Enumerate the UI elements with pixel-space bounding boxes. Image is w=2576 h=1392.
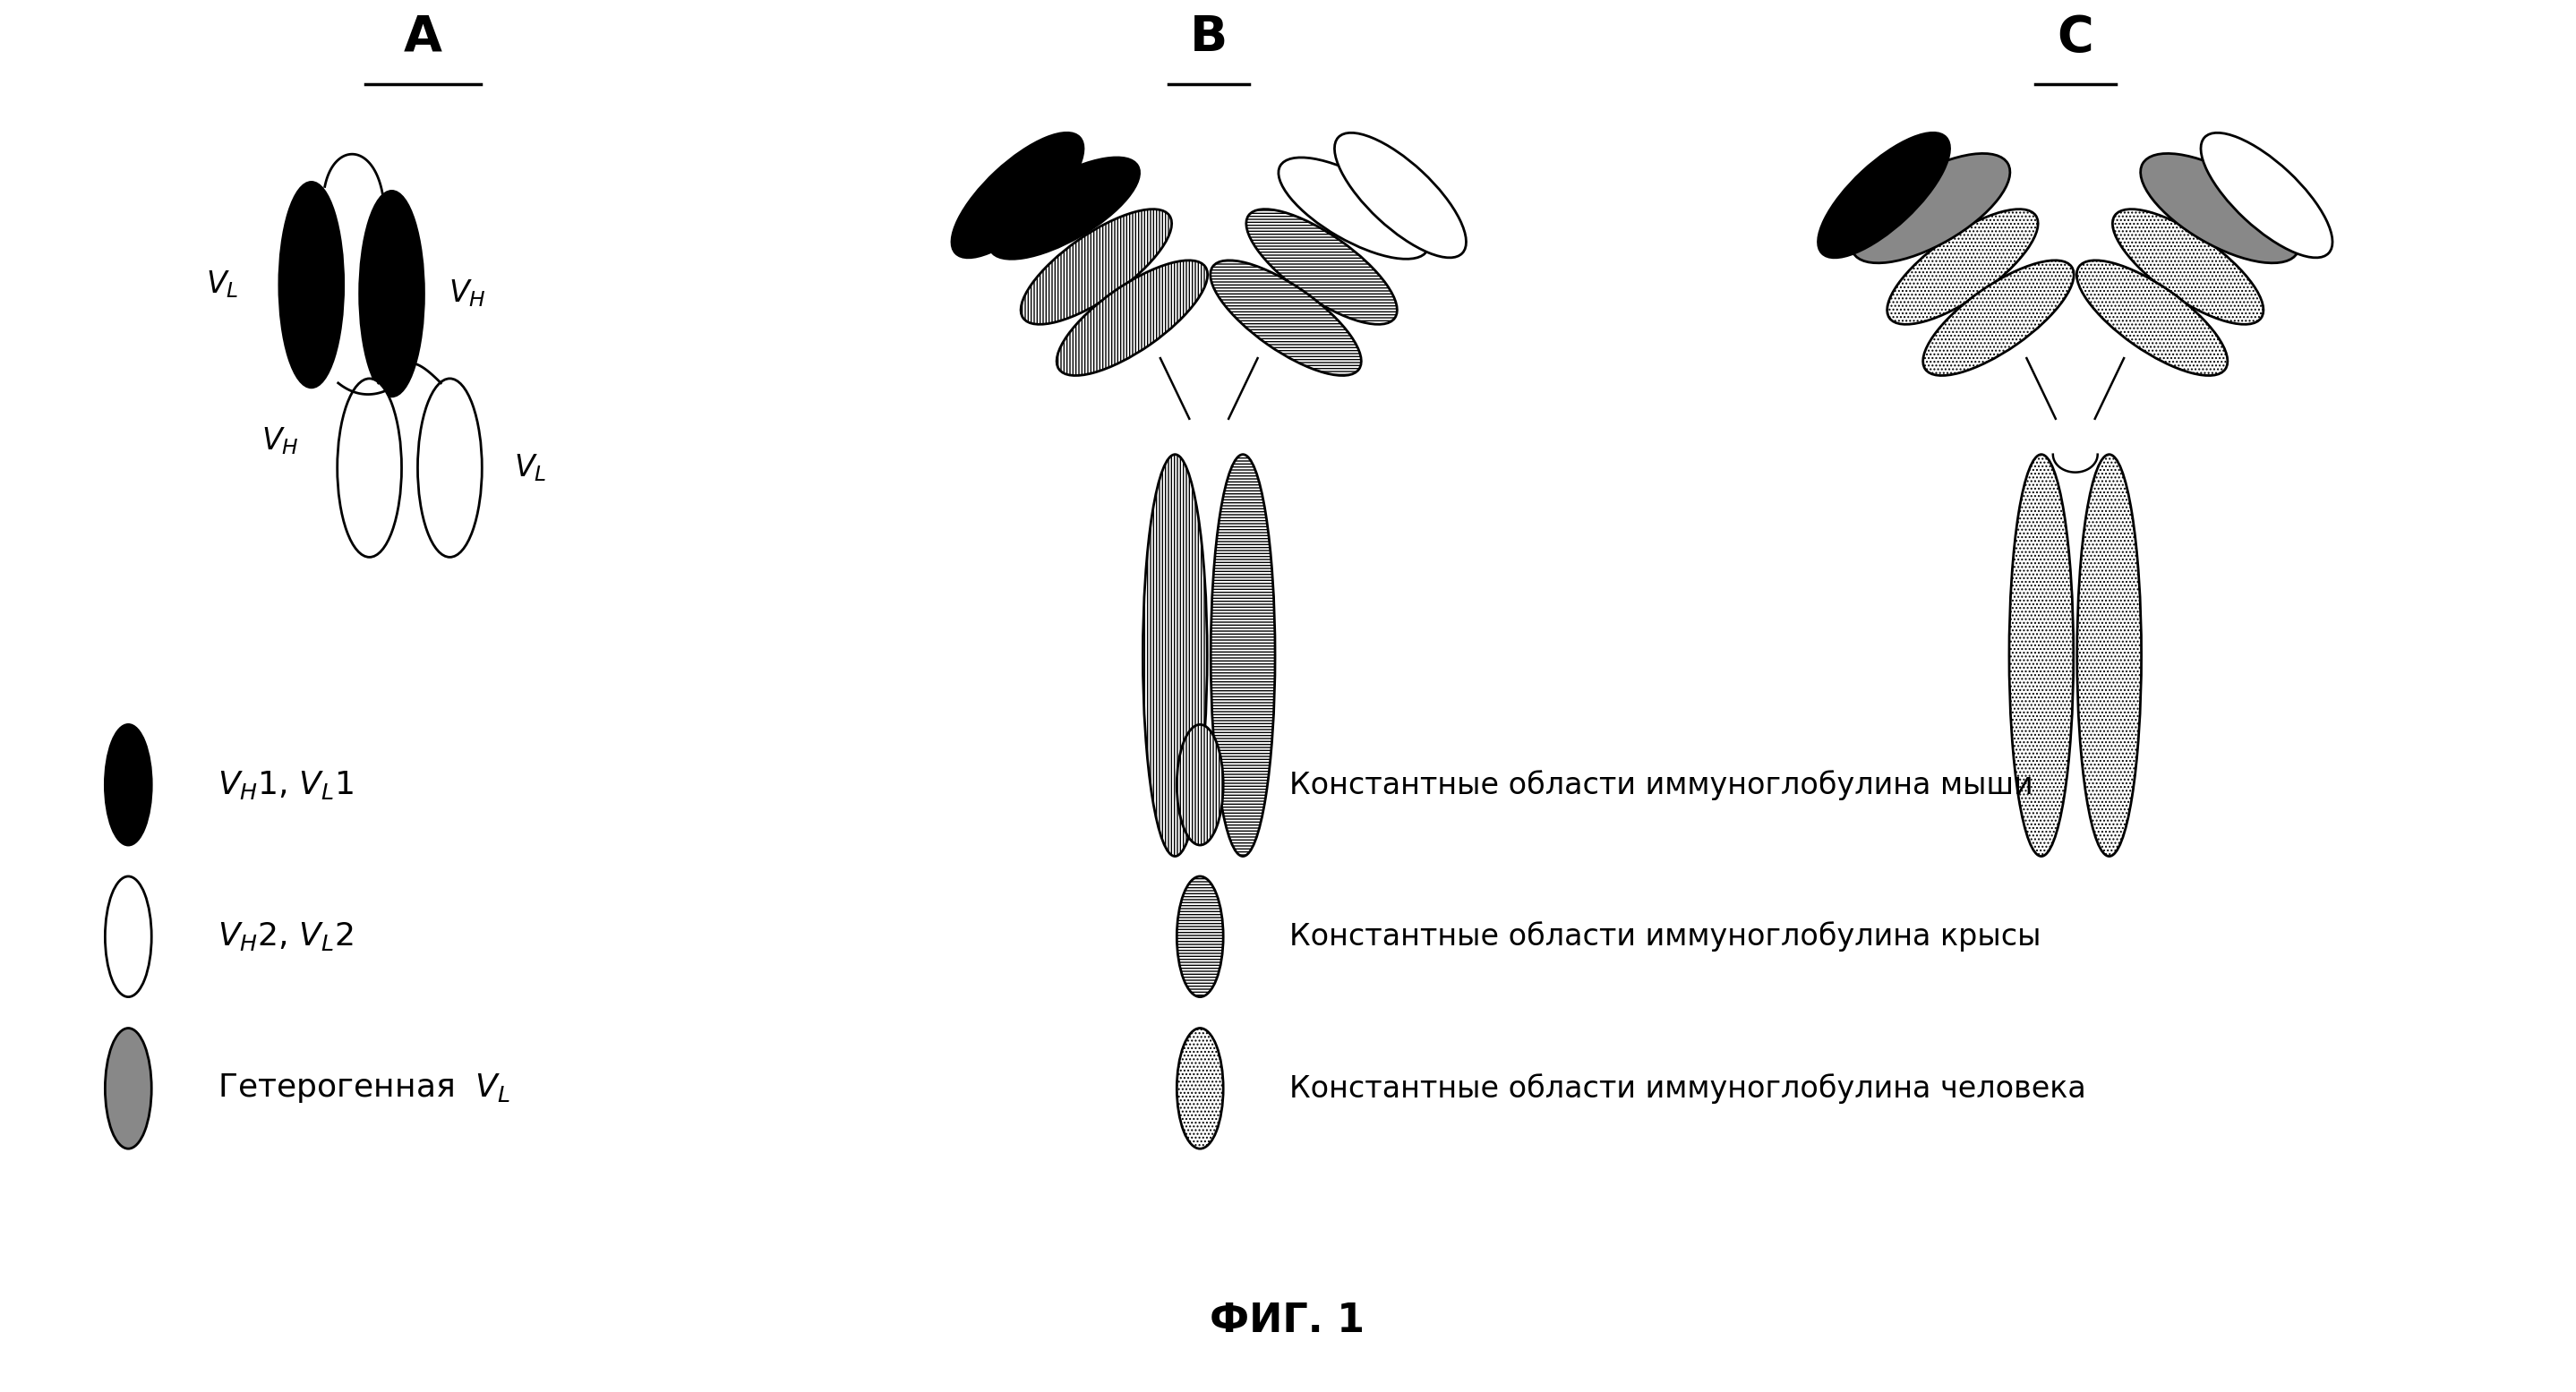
Ellipse shape — [1177, 1029, 1224, 1148]
Ellipse shape — [337, 379, 402, 557]
Ellipse shape — [106, 877, 152, 997]
Ellipse shape — [1922, 260, 2074, 376]
Text: $V_H$: $V_H$ — [448, 278, 487, 309]
Text: Константные области иммуноглобулина человека: Константные области иммуноглобулина чело… — [1291, 1073, 2087, 1104]
Text: C: C — [2058, 14, 2094, 61]
Text: ФИГ. 1: ФИГ. 1 — [1211, 1302, 1365, 1340]
Ellipse shape — [1334, 132, 1466, 258]
Text: $V_H$2, $V_L$2: $V_H$2, $V_L$2 — [216, 920, 353, 952]
Ellipse shape — [361, 191, 425, 397]
Ellipse shape — [1819, 132, 1950, 258]
Ellipse shape — [1211, 260, 1360, 376]
Text: Константные области иммуноглобулина крысы: Константные области иммуноглобулина крыс… — [1291, 922, 2040, 952]
Ellipse shape — [106, 725, 152, 845]
Text: $V_H$: $V_H$ — [260, 426, 299, 457]
Ellipse shape — [106, 1029, 152, 1148]
Ellipse shape — [1056, 260, 1208, 376]
Text: A: A — [404, 14, 443, 61]
Text: $V_L$: $V_L$ — [206, 269, 240, 301]
Ellipse shape — [278, 182, 343, 387]
Text: Константные области иммуноглобулина мыши: Константные области иммуноглобулина мыши — [1291, 770, 2032, 800]
Ellipse shape — [1020, 209, 1172, 324]
Ellipse shape — [1177, 725, 1224, 845]
Ellipse shape — [2200, 132, 2331, 258]
Ellipse shape — [1177, 877, 1224, 997]
Ellipse shape — [2112, 209, 2264, 324]
Ellipse shape — [2009, 454, 2074, 856]
Text: Гетерогенная  $V_L$: Гетерогенная $V_L$ — [216, 1072, 510, 1105]
Ellipse shape — [1144, 454, 1208, 856]
Text: $V_L$: $V_L$ — [513, 452, 546, 483]
Ellipse shape — [1852, 153, 2009, 263]
Ellipse shape — [2076, 454, 2141, 856]
Ellipse shape — [951, 132, 1084, 258]
Text: B: B — [1190, 14, 1229, 61]
Ellipse shape — [1888, 209, 2038, 324]
Ellipse shape — [417, 379, 482, 557]
Ellipse shape — [2141, 153, 2300, 263]
Ellipse shape — [989, 157, 1139, 259]
Ellipse shape — [2076, 260, 2228, 376]
Ellipse shape — [1247, 209, 1396, 324]
Ellipse shape — [1211, 454, 1275, 856]
Ellipse shape — [1278, 157, 1430, 259]
Text: $V_H$1, $V_L$1: $V_H$1, $V_L$1 — [216, 768, 353, 800]
